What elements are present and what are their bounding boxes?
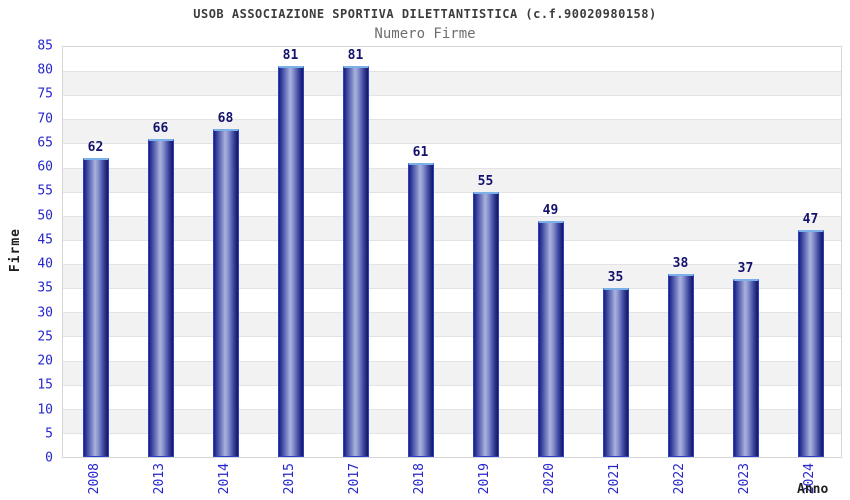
- bar-value-label: 81: [282, 48, 299, 64]
- bar-value-label: 66: [152, 120, 169, 136]
- bar-value-label: 81: [347, 48, 364, 64]
- x-tick-label: 2015: [282, 463, 297, 495]
- x-tick-label: 2020: [542, 463, 557, 495]
- bar-group: 38: [648, 47, 713, 457]
- bar-value-label: 61: [412, 144, 429, 160]
- y-tick-label: 45: [37, 232, 53, 248]
- bar-value-label: 47: [802, 212, 819, 228]
- grid-band: [63, 239, 841, 264]
- grid-band: [63, 360, 841, 385]
- bar: [212, 129, 239, 457]
- y-tick-label: 20: [37, 353, 53, 369]
- bar-group: 81: [323, 47, 388, 457]
- bar-value-label: 35: [607, 270, 624, 286]
- bar: [472, 191, 499, 457]
- y-tick-label: 15: [37, 377, 53, 393]
- grid-band: [63, 264, 841, 289]
- bar: [82, 157, 109, 457]
- x-tick-label: 2022: [672, 463, 687, 495]
- bar-value-label: 37: [737, 260, 754, 276]
- x-tick-label: 2023: [737, 463, 752, 495]
- chart-subtitle: Numero Firme: [374, 26, 476, 42]
- bar: [667, 273, 694, 457]
- x-tick-slot: 2017: [322, 463, 387, 500]
- y-tick-label: 0: [45, 450, 53, 466]
- grid-band: [63, 312, 841, 337]
- bar-group: 37: [713, 47, 778, 457]
- x-tick-label: 2019: [477, 463, 492, 495]
- bar: [732, 278, 759, 457]
- bar: [407, 162, 434, 457]
- bar-value-label: 55: [477, 173, 494, 189]
- bar-group: 47: [778, 47, 843, 457]
- grid-band: [63, 336, 841, 360]
- x-tick-slot: 2018: [387, 463, 452, 500]
- x-axis: 2008 2013 2014 2015 2017 2018 2019 2020 2021 2022…: [62, 461, 842, 500]
- bar: [537, 220, 564, 457]
- bar-group: 61: [388, 47, 453, 457]
- plot-area: 62 66 68 81 81 61 55 49 35 38 37: [62, 46, 842, 458]
- grid-band: [63, 432, 841, 457]
- y-tick-label: 85: [37, 38, 53, 54]
- x-tick-label: 2018: [412, 463, 427, 495]
- grid-band: [63, 408, 841, 433]
- y-tick-label: 5: [45, 426, 53, 442]
- x-tick-label: 2021: [607, 463, 622, 495]
- grid-band: [63, 167, 841, 192]
- y-tick-label: 50: [37, 208, 53, 224]
- bar-value-label: 49: [542, 202, 559, 218]
- x-tick-slot: 2021: [582, 463, 647, 500]
- grid-band: [63, 119, 841, 144]
- bar-value-label: 38: [672, 255, 689, 271]
- bar: [147, 138, 174, 457]
- y-tick-label: 70: [37, 111, 53, 127]
- bar-group: 66: [128, 47, 193, 457]
- grid-band: [63, 215, 841, 240]
- grid-band: [63, 191, 841, 216]
- x-tick-label: 2013: [152, 463, 167, 495]
- bar-group: 49: [518, 47, 583, 457]
- x-tick-slot: 2023: [712, 463, 777, 500]
- y-tick-label: 10: [37, 402, 53, 418]
- x-tick-label: 2014: [217, 463, 232, 495]
- bar-value-label: 62: [87, 139, 104, 155]
- x-axis-title: Anno: [797, 482, 829, 497]
- y-tick-label: 30: [37, 305, 53, 321]
- x-tick-slot: 2008: [62, 463, 127, 500]
- y-axis: 0 5 10 15 20 25 30 35 40 45 50 55 60 65 70 75 80 85: [0, 40, 53, 465]
- bar: [797, 230, 824, 457]
- y-tick-label: 40: [37, 256, 53, 272]
- grid-band: [63, 143, 841, 167]
- grid-band: [63, 95, 841, 119]
- x-tick-slot: 2022: [647, 463, 712, 500]
- y-tick-label: 60: [37, 159, 53, 175]
- chart-title: USOB ASSOCIAZIONE SPORTIVA DILETTANTISTI…: [193, 7, 657, 21]
- x-tick-slot: 2020: [517, 463, 582, 500]
- x-tick-slot: 2013: [127, 463, 192, 500]
- x-tick-slot: 2019: [452, 463, 517, 500]
- grid-band: [63, 288, 841, 312]
- y-tick-label: 35: [37, 280, 53, 296]
- bar: [602, 288, 629, 457]
- grid-band: [63, 384, 841, 409]
- bar-group: 62: [63, 47, 128, 457]
- bar-group: 68: [193, 47, 258, 457]
- bar-group: 55: [453, 47, 518, 457]
- x-tick-slot: 2014: [192, 463, 257, 500]
- bar-group: 81: [258, 47, 323, 457]
- bar: [277, 66, 304, 457]
- bar-value-label: 68: [217, 111, 234, 126]
- grid-band: [63, 71, 841, 96]
- y-tick-label: 25: [37, 329, 53, 345]
- x-tick-label: 2017: [347, 463, 362, 495]
- y-tick-label: 75: [37, 86, 53, 102]
- y-tick-label: 80: [37, 62, 53, 78]
- y-tick-label: 55: [37, 183, 53, 199]
- bar: [342, 66, 369, 457]
- y-tick-label: 65: [37, 135, 53, 151]
- x-tick-label: 2008: [87, 463, 102, 495]
- x-tick-slot: 2015: [257, 463, 322, 500]
- bar-group: 35: [583, 47, 648, 457]
